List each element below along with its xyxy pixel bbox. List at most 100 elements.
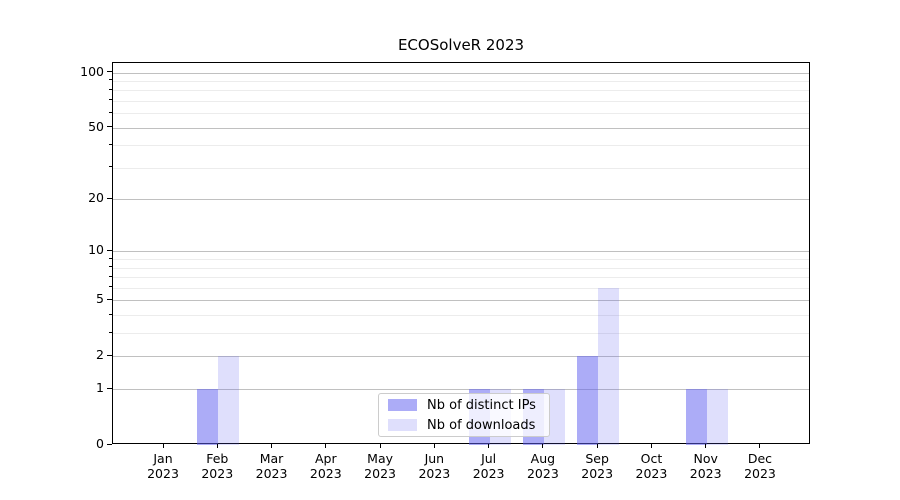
x-tick-year: 2023 <box>472 466 505 481</box>
minor-gridline <box>113 315 809 317</box>
chart-title: ECOSolveR 2023 <box>397 36 525 54</box>
x-tick-year: 2023 <box>364 466 396 481</box>
major-gridline <box>113 389 809 391</box>
x-tick-month: May <box>367 451 393 466</box>
x-tick-label: Jun 2023 <box>404 451 464 481</box>
x-tick-mark <box>759 444 761 448</box>
y-minor-tick-mark <box>109 143 112 145</box>
y-tick-label: 5 <box>96 291 104 307</box>
x-tick-year: 2023 <box>581 466 614 481</box>
x-tick-label: Sep 2023 <box>567 451 627 481</box>
bar-distinct-ips-sep <box>577 356 599 445</box>
y-minor-tick-mark <box>109 275 112 277</box>
major-gridline <box>113 72 809 74</box>
x-tick-mark <box>216 444 218 448</box>
x-tick-label: Feb 2023 <box>187 451 247 481</box>
x-tick-month: Jun <box>424 451 445 466</box>
major-gridline <box>113 199 809 201</box>
x-tick-month: Mar <box>259 451 284 466</box>
x-tick-label: Nov 2023 <box>676 451 736 481</box>
minor-gridline <box>113 113 809 115</box>
x-tick-month: Jan <box>153 451 173 466</box>
y-minor-tick-mark <box>109 79 112 81</box>
minor-gridline <box>113 287 809 289</box>
x-tick-mark <box>379 444 381 448</box>
x-tick-month: Dec <box>747 451 773 466</box>
bar-distinct-ips-nov <box>685 389 707 445</box>
bar-downloads-feb <box>218 356 240 445</box>
x-tick-year: 2023 <box>309 466 342 481</box>
y-minor-tick-mark <box>109 88 112 90</box>
x-tick-month: Feb <box>206 451 229 466</box>
y-minor-tick-mark <box>109 266 112 268</box>
y-tick-label: 1 <box>96 380 104 396</box>
major-gridline <box>113 251 809 253</box>
legend-label-downloads: Nb of downloads <box>427 417 536 433</box>
x-tick-mark <box>650 444 652 448</box>
minor-gridline <box>113 80 809 82</box>
x-tick-mark <box>162 444 164 448</box>
y-tick-mark <box>107 197 112 199</box>
x-tick-month: Apr <box>314 451 337 466</box>
x-tick-label: Jan 2023 <box>133 451 193 481</box>
x-tick-year: 2023 <box>689 466 722 481</box>
y-minor-tick-mark <box>109 331 112 333</box>
x-tick-year: 2023 <box>418 466 451 481</box>
y-tick-label: 20 <box>88 190 104 206</box>
legend-item-downloads: Nb of downloads <box>388 417 541 434</box>
y-tick-mark <box>107 298 112 300</box>
y-minor-tick-mark <box>109 257 112 259</box>
x-tick-mark <box>705 444 707 448</box>
bar-downloads-nov <box>706 389 728 445</box>
x-tick-year: 2023 <box>526 466 559 481</box>
minor-gridline <box>113 145 809 147</box>
x-tick-mark <box>325 444 327 448</box>
y-tick-label: 0 <box>96 436 104 451</box>
y-minor-tick-mark <box>109 166 112 168</box>
x-tick-year: 2023 <box>147 466 179 481</box>
x-tick-label: Dec 2023 <box>730 451 790 481</box>
plot-area <box>112 62 810 445</box>
x-tick-month: Nov <box>693 451 718 466</box>
major-gridline <box>113 300 809 302</box>
y-tick-mark <box>107 249 112 251</box>
legend-item-distinct-ips: Nb of distinct IPs <box>388 397 541 414</box>
minor-gridline <box>113 90 809 92</box>
y-tick-mark <box>107 443 112 445</box>
y-minor-tick-mark <box>109 111 112 113</box>
minor-gridline <box>113 267 809 269</box>
bar-downloads-sep <box>598 287 620 445</box>
y-tick-label: 50 <box>88 118 104 134</box>
x-tick-month: Jul <box>481 451 497 466</box>
x-tick-mark <box>488 444 490 448</box>
x-tick-month: Sep <box>585 451 609 466</box>
y-minor-tick-mark <box>109 99 112 101</box>
bar-distinct-ips-feb <box>197 389 219 445</box>
x-tick-label: May 2023 <box>350 451 410 481</box>
x-tick-mark <box>542 444 544 448</box>
y-tick-label: 2 <box>96 347 104 363</box>
minor-gridline <box>113 100 809 102</box>
y-tick-label: 100 <box>80 63 104 79</box>
x-tick-label: Jul 2023 <box>459 451 519 481</box>
y-minor-tick-mark <box>109 313 112 315</box>
legend-swatch-distinct-ips <box>388 399 417 411</box>
x-tick-mark <box>596 444 598 448</box>
x-tick-label: Mar 2023 <box>242 451 302 481</box>
x-tick-year: 2023 <box>744 466 776 481</box>
legend-label-distinct-ips: Nb of distinct IPs <box>427 397 536 413</box>
minor-gridline <box>113 333 809 335</box>
x-tick-month: Oct <box>640 451 663 466</box>
x-tick-year: 2023 <box>635 466 668 481</box>
x-tick-mark <box>271 444 273 448</box>
x-tick-month: Aug <box>530 451 556 466</box>
y-tick-mark <box>107 354 112 356</box>
legend-swatch-downloads <box>388 419 417 431</box>
y-tick-mark <box>107 126 112 128</box>
y-tick-mark <box>107 387 112 389</box>
x-tick-mark <box>433 444 435 448</box>
x-tick-year: 2023 <box>255 466 288 481</box>
major-gridline <box>113 127 809 129</box>
minor-gridline <box>113 259 809 261</box>
